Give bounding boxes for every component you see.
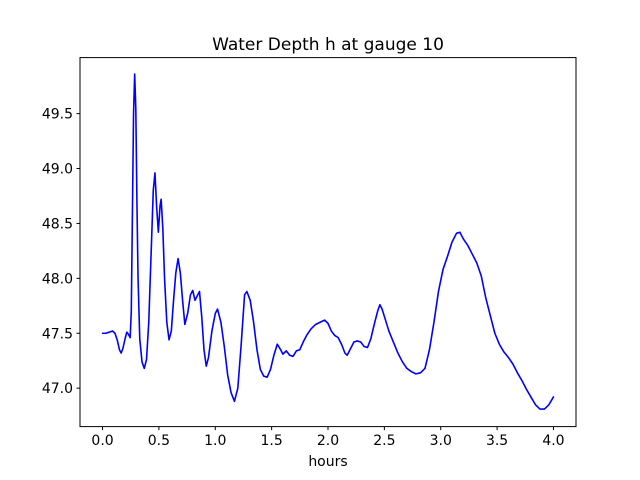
x-tick-label: 2.0 bbox=[317, 433, 339, 449]
x-tick-label: 1.0 bbox=[204, 433, 226, 449]
x-tick-label: 4.0 bbox=[542, 433, 564, 449]
x-tick-label: 3.5 bbox=[486, 433, 508, 449]
plot-border bbox=[79, 57, 577, 428]
y-tick-label: 47.0 bbox=[42, 381, 73, 397]
y-tick-label: 49.5 bbox=[42, 107, 73, 123]
y-tick-label: 49.0 bbox=[42, 162, 73, 178]
y-tick-label: 48.0 bbox=[42, 271, 73, 287]
x-axis-label: hours bbox=[308, 454, 347, 470]
x-tick-label: 1.5 bbox=[261, 433, 283, 449]
axis-ticks: 0.0 0.5 1.0 1.5 2.0 2.5 3.0 3.5 4.0 47.0 47.5 48.0 4… bbox=[42, 107, 565, 449]
x-tick-label: 0.5 bbox=[148, 433, 170, 449]
water-depth-line bbox=[101, 73, 555, 410]
x-tick-label: 2.5 bbox=[373, 433, 395, 449]
y-tick-label: 47.5 bbox=[42, 326, 73, 342]
y-tick-label: 48.5 bbox=[42, 216, 73, 232]
chart-title: Water Depth h at gauge 10 bbox=[212, 35, 444, 55]
x-tick-label: 0.0 bbox=[91, 433, 113, 449]
x-tick-label: 3.0 bbox=[430, 433, 452, 449]
